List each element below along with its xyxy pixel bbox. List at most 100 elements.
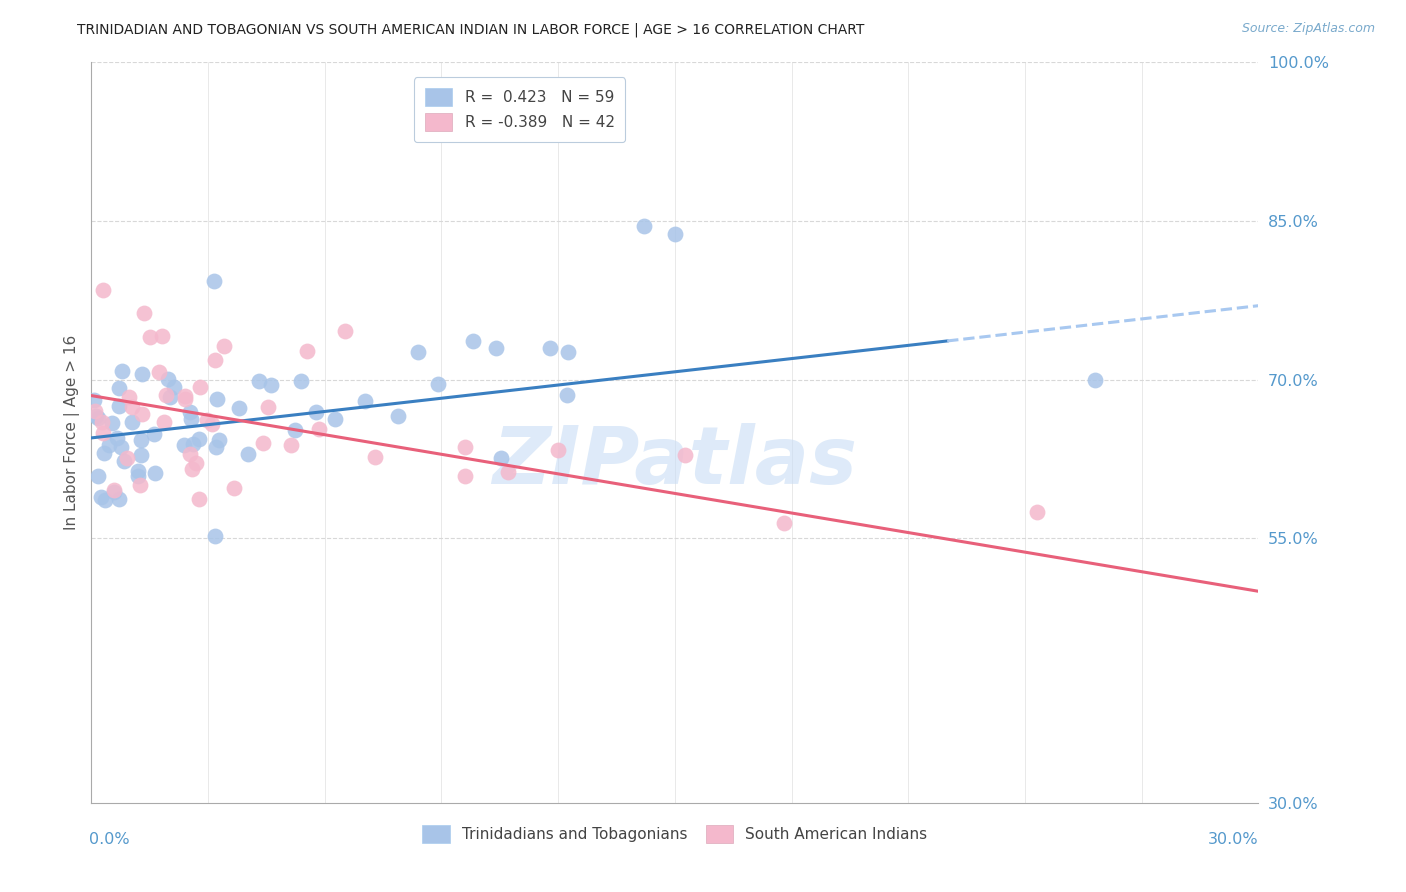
Point: [387, 409, 409, 423]
Point: [127, 464, 149, 478]
Point: [208, 434, 231, 448]
Point: [129, 478, 152, 492]
Point: [131, 407, 153, 421]
Point: [485, 341, 508, 355]
Point: [91, 426, 114, 441]
Point: [354, 394, 377, 409]
Point: [115, 451, 138, 466]
Point: [204, 440, 226, 454]
Point: [633, 219, 655, 234]
Point: [150, 329, 173, 343]
Point: [93, 446, 115, 460]
Point: [107, 491, 129, 506]
Point: [174, 392, 197, 407]
Point: [772, 516, 794, 530]
Point: [157, 372, 180, 386]
Point: [127, 469, 149, 483]
Point: [188, 492, 211, 507]
Point: [105, 431, 128, 445]
Point: [188, 432, 211, 446]
Point: [159, 391, 181, 405]
Point: [90, 490, 112, 504]
Point: [280, 438, 302, 452]
Point: [121, 416, 143, 430]
Point: [204, 529, 226, 543]
Point: [308, 422, 330, 436]
Point: [179, 405, 201, 419]
Point: [238, 446, 260, 460]
Point: [148, 365, 170, 379]
Point: [305, 404, 328, 418]
Text: TRINIDADIAN AND TOBAGONIAN VS SOUTH AMERICAN INDIAN IN LABOR FORCE | AGE > 16 CO: TRINIDADIAN AND TOBAGONIAN VS SOUTH AMER…: [77, 22, 865, 37]
Point: [290, 374, 312, 388]
Point: [118, 390, 141, 404]
Point: [260, 377, 283, 392]
Point: [297, 343, 319, 358]
Point: [84, 409, 107, 424]
Point: [180, 412, 202, 426]
Point: [91, 415, 114, 429]
Point: [489, 451, 512, 466]
Text: 30.0%: 30.0%: [1208, 832, 1258, 847]
Point: [212, 339, 235, 353]
Point: [129, 433, 152, 447]
Y-axis label: In Labor Force | Age > 16: In Labor Force | Age > 16: [65, 335, 80, 530]
Point: [1084, 373, 1107, 387]
Point: [257, 400, 280, 414]
Point: [463, 334, 485, 348]
Point: [557, 345, 579, 359]
Point: [153, 415, 176, 429]
Point: [186, 456, 208, 470]
Point: [83, 392, 105, 407]
Point: [174, 388, 197, 402]
Point: [538, 341, 561, 355]
Point: [94, 492, 117, 507]
Point: [195, 412, 218, 426]
Point: [108, 381, 131, 395]
Point: [205, 392, 228, 406]
Point: [454, 440, 477, 454]
Point: [406, 344, 429, 359]
Point: [131, 367, 153, 381]
Text: 0.0%: 0.0%: [89, 832, 129, 847]
Point: [87, 469, 110, 483]
Point: [110, 440, 132, 454]
Point: [1025, 505, 1047, 519]
Point: [673, 448, 696, 462]
Legend: Trinidadians and Tobagonians, South American Indians: Trinidadians and Tobagonians, South Amer…: [415, 818, 935, 851]
Point: [103, 485, 125, 500]
Point: [108, 399, 131, 413]
Point: [188, 380, 211, 394]
Point: [121, 400, 143, 414]
Point: [453, 468, 475, 483]
Point: [179, 447, 201, 461]
Point: [134, 306, 156, 320]
Point: [555, 388, 578, 402]
Point: [103, 483, 125, 497]
Point: [181, 437, 204, 451]
Point: [664, 227, 686, 241]
Point: [155, 388, 177, 402]
Point: [228, 401, 250, 415]
Text: ZIPatlas: ZIPatlas: [492, 423, 858, 501]
Point: [181, 461, 204, 475]
Point: [143, 467, 166, 481]
Point: [84, 404, 107, 418]
Point: [111, 364, 134, 378]
Point: [333, 324, 356, 338]
Point: [98, 438, 121, 452]
Point: [224, 481, 246, 495]
Point: [202, 274, 225, 288]
Point: [496, 465, 519, 479]
Point: [363, 450, 385, 464]
Point: [252, 435, 274, 450]
Point: [204, 352, 226, 367]
Point: [173, 438, 195, 452]
Point: [129, 448, 152, 462]
Point: [201, 417, 224, 432]
Point: [547, 442, 569, 457]
Point: [323, 412, 346, 426]
Point: [139, 330, 162, 344]
Point: [86, 411, 108, 425]
Point: [163, 380, 186, 394]
